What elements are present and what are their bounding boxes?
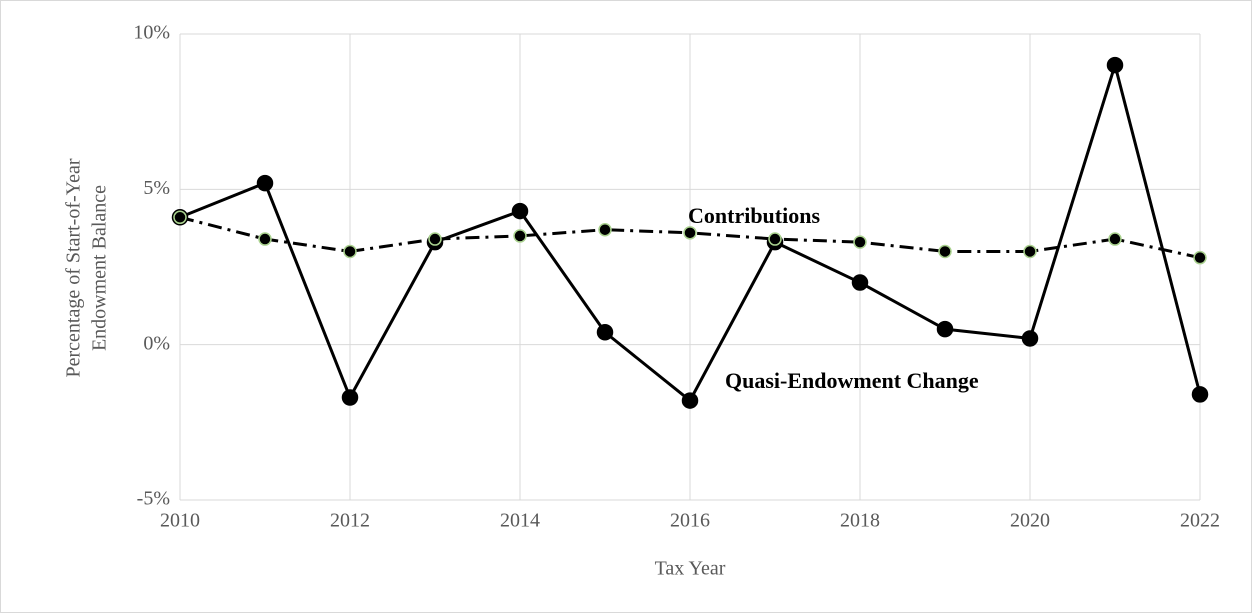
data-point xyxy=(1193,250,1207,265)
data-point xyxy=(428,232,442,246)
series-label: Contributions xyxy=(688,203,820,228)
data-point xyxy=(511,202,529,220)
data-point xyxy=(256,174,274,192)
x-tick-label: 2018 xyxy=(840,510,880,532)
data-point xyxy=(513,229,527,243)
data-point xyxy=(1023,244,1037,259)
data-point xyxy=(681,392,699,409)
series-label: Quasi-Endowment Change xyxy=(725,368,979,393)
data-point xyxy=(851,274,869,291)
x-tick-label: 2016 xyxy=(670,510,710,532)
x-tick-label: 2014 xyxy=(500,510,540,532)
x-tick-label: 2020 xyxy=(1010,510,1050,532)
data-point xyxy=(936,320,954,338)
y-tick-label: 10% xyxy=(133,22,170,44)
y-tick-label: 5% xyxy=(143,177,170,199)
y-axis-label: Percentage of Start-of-Year Endowment Ba… xyxy=(63,158,111,377)
data-point xyxy=(853,235,867,249)
data-point xyxy=(768,232,782,246)
data-point xyxy=(1021,330,1039,347)
data-point xyxy=(173,210,187,225)
y-tick-label: 0% xyxy=(143,332,170,354)
x-tick-label: 2012 xyxy=(330,510,370,532)
x-axis-label: Tax Year xyxy=(655,558,726,580)
data-point xyxy=(938,244,952,259)
data-point xyxy=(683,226,697,240)
y-tick-label: -5% xyxy=(137,488,170,510)
x-tick-label: 2010 xyxy=(160,510,200,532)
data-point xyxy=(343,244,357,259)
data-point xyxy=(596,323,614,341)
x-tick-label: 2022 xyxy=(1180,510,1220,532)
y-axis-label-line: Endowment Balance xyxy=(89,185,111,351)
data-point xyxy=(341,389,359,406)
data-point xyxy=(1191,386,1209,403)
data-point xyxy=(598,222,612,237)
data-point xyxy=(1106,56,1124,74)
data-point xyxy=(258,232,272,246)
data-point xyxy=(1108,232,1122,246)
y-axis-label-line: Percentage of Start-of-Year xyxy=(63,158,85,377)
